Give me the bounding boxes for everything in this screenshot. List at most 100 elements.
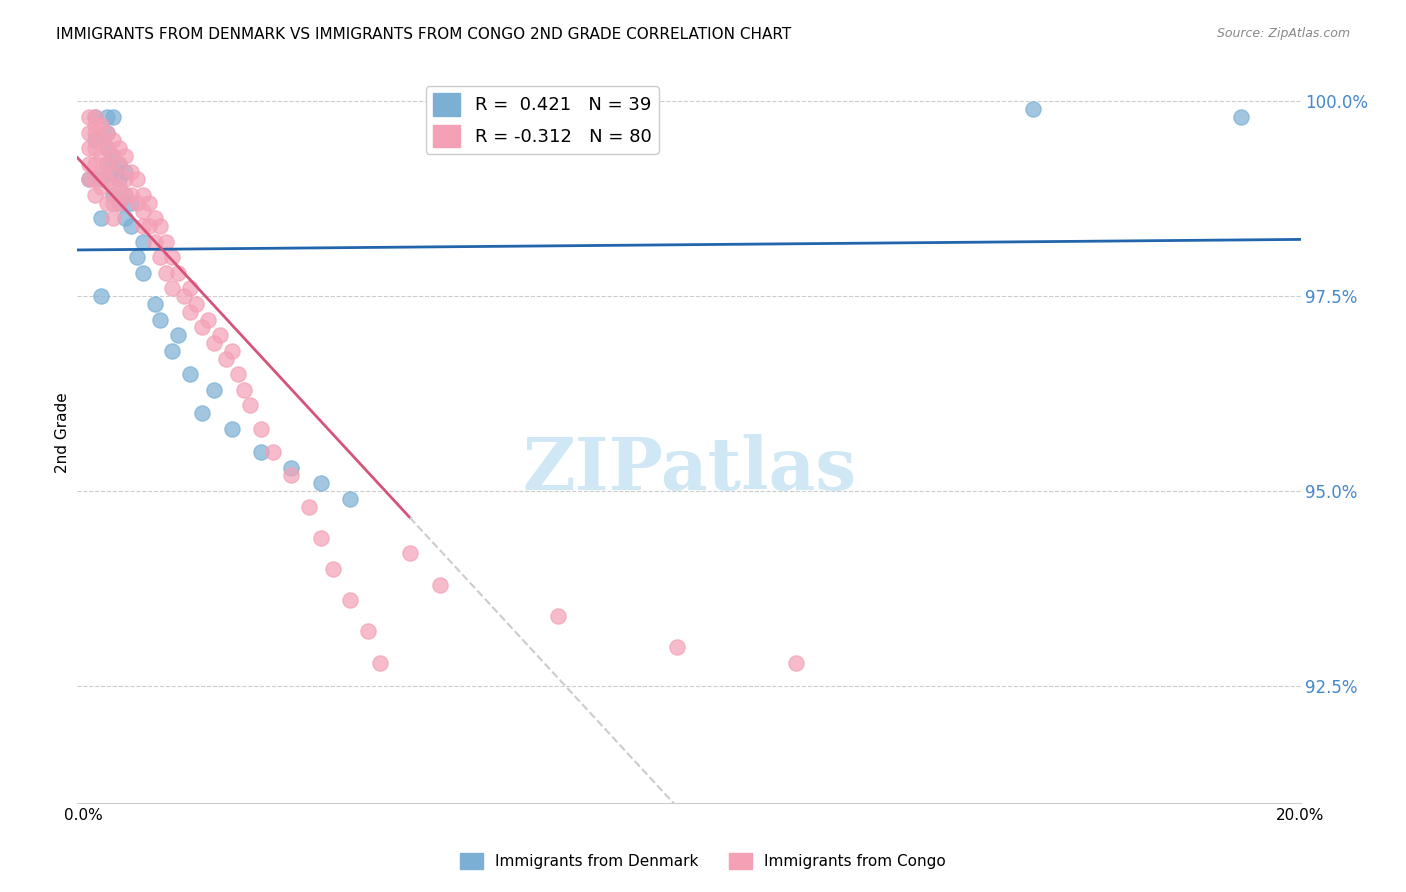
Point xyxy=(162,343,184,358)
Point xyxy=(131,188,153,202)
Point xyxy=(131,235,153,249)
Point xyxy=(120,188,142,202)
Point xyxy=(167,328,190,343)
Point xyxy=(101,188,124,202)
Point xyxy=(131,203,153,218)
Point xyxy=(155,266,177,280)
Point xyxy=(399,546,422,560)
Point xyxy=(96,172,118,186)
Point xyxy=(84,188,107,202)
Point xyxy=(197,312,219,326)
Point xyxy=(149,250,172,264)
Point xyxy=(114,188,136,202)
Point xyxy=(298,500,321,514)
Point xyxy=(357,624,380,639)
Point xyxy=(77,110,100,124)
Point xyxy=(90,289,112,303)
Text: ZIPatlas: ZIPatlas xyxy=(522,434,856,505)
Point xyxy=(250,422,273,436)
Point xyxy=(90,149,112,163)
Point xyxy=(173,289,195,303)
Point xyxy=(280,468,302,483)
Point xyxy=(108,141,131,155)
Point xyxy=(232,383,254,397)
Point xyxy=(101,110,124,124)
Point xyxy=(666,640,689,654)
Point xyxy=(131,266,153,280)
Point xyxy=(1022,102,1045,116)
Point xyxy=(143,297,166,311)
Point xyxy=(96,157,118,171)
Point xyxy=(84,133,107,147)
Point xyxy=(101,195,124,210)
Point xyxy=(339,491,361,506)
Point xyxy=(280,460,302,475)
Point xyxy=(101,133,124,147)
Point xyxy=(162,281,184,295)
Point xyxy=(108,195,131,210)
Point xyxy=(96,195,118,210)
Point xyxy=(322,562,344,576)
Point xyxy=(77,172,100,186)
Point xyxy=(101,164,124,178)
Point xyxy=(114,211,136,226)
Point xyxy=(1230,110,1253,124)
Point xyxy=(101,211,124,226)
Point xyxy=(96,110,118,124)
Point xyxy=(101,149,124,163)
Point xyxy=(77,141,100,155)
Point xyxy=(238,398,260,412)
Point xyxy=(215,351,238,366)
Point xyxy=(429,577,451,591)
Point xyxy=(120,195,142,210)
Point xyxy=(96,157,118,171)
Point xyxy=(114,172,136,186)
Point xyxy=(143,235,166,249)
Point xyxy=(125,172,148,186)
Point xyxy=(162,250,184,264)
Point xyxy=(96,141,118,155)
Point xyxy=(114,164,136,178)
Point xyxy=(84,126,107,140)
Point xyxy=(226,367,249,381)
Point xyxy=(108,157,131,171)
Point xyxy=(77,126,100,140)
Point xyxy=(84,172,107,186)
Point xyxy=(221,422,243,436)
Point xyxy=(90,118,112,132)
Point xyxy=(120,219,142,233)
Point xyxy=(179,305,201,319)
Y-axis label: 2nd Grade: 2nd Grade xyxy=(55,392,70,473)
Point xyxy=(90,133,112,147)
Point xyxy=(114,188,136,202)
Point xyxy=(339,593,361,607)
Text: IMMIGRANTS FROM DENMARK VS IMMIGRANTS FROM CONGO 2ND GRADE CORRELATION CHART: IMMIGRANTS FROM DENMARK VS IMMIGRANTS FR… xyxy=(56,27,792,42)
Point xyxy=(143,211,166,226)
Point xyxy=(90,164,112,178)
Point xyxy=(368,656,391,670)
Point xyxy=(184,297,207,311)
Point xyxy=(149,312,172,326)
Point xyxy=(149,219,172,233)
Point xyxy=(125,250,148,264)
Point xyxy=(309,476,332,491)
Point xyxy=(221,343,243,358)
Point xyxy=(179,367,201,381)
Point xyxy=(84,110,107,124)
Point xyxy=(101,164,124,178)
Point xyxy=(84,141,107,155)
Point xyxy=(96,126,118,140)
Point xyxy=(108,172,131,186)
Point xyxy=(108,195,131,210)
Text: Source: ZipAtlas.com: Source: ZipAtlas.com xyxy=(1216,27,1350,40)
Point xyxy=(202,336,225,351)
Legend: Immigrants from Denmark, Immigrants from Congo: Immigrants from Denmark, Immigrants from… xyxy=(454,847,952,875)
Point xyxy=(250,445,273,459)
Point xyxy=(84,110,107,124)
Point xyxy=(77,172,100,186)
Point xyxy=(120,164,142,178)
Point xyxy=(179,281,201,295)
Point xyxy=(84,157,107,171)
Point xyxy=(309,531,332,545)
Point xyxy=(90,211,112,226)
